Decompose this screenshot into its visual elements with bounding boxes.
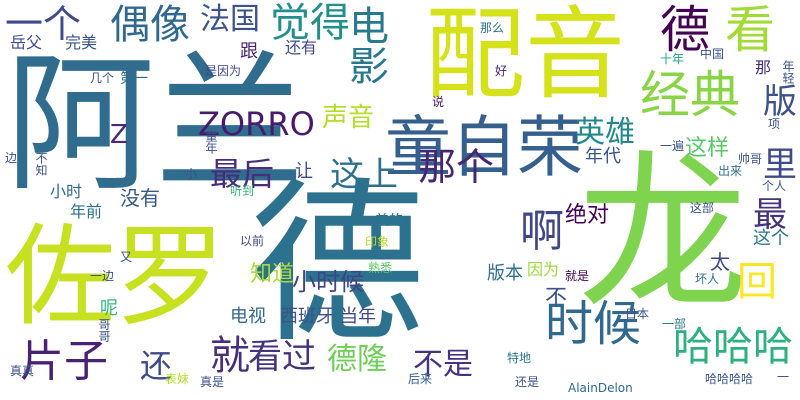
word-xibanya: 西班牙 [280,306,334,327]
word-huairen: 坏人 [695,272,720,286]
word-shiyinwei: 是因为 [205,64,242,78]
word-rang: 让 [295,161,313,182]
word-bu: 不 [545,286,568,311]
word-buzhi: 不知 [34,152,48,176]
word-nage: 那个 [418,145,495,189]
word-kan: 看 [725,1,775,59]
word-yingxiong: 英雄 [575,115,635,150]
word-juede: 觉得 [270,0,350,46]
word-yiqian: 以前 [240,234,265,248]
word-houlai: 后来 [408,372,433,386]
word-zhenshi: 真是 [200,375,225,389]
word-yuefu: 岳父 [10,33,43,52]
word-yinwei: 因为 [527,260,560,279]
word-delong: 德隆 [327,342,387,377]
word-z: Z [110,120,128,150]
word-ouxiang: 偶像 [110,2,190,48]
word-jueduei: 绝对 [565,203,610,228]
word-zuihou: 最后 [210,155,275,193]
word-yibian: 一遍 [660,139,685,153]
word-zhidao: 知道 [250,262,295,287]
word-zui: 最 [753,195,787,235]
word-zhege: 这个 [753,228,789,249]
word-haishi: 还是 [515,375,540,389]
word-tongzirong: 童自荣 [385,109,583,186]
word-biaomei: 表妹 [165,372,190,386]
word-jingdian: 经典 [640,66,740,124]
word-yibu: 一部 [662,317,687,331]
word-zheshang: 这上 [330,155,398,195]
word-zheyang: 这样 [685,136,730,161]
word-long: 龙 [578,136,749,334]
word-diyi: 第一 [120,71,148,87]
word-de-small: 德 [660,1,710,59]
word-ne: 呢 [100,298,118,319]
word-shuxi: 熟悉 [368,261,393,275]
word-zorro: ZORRO [198,105,315,143]
word-bian: 边 [5,151,18,165]
word-hui: 回 [737,259,777,305]
word-tingdao: 听到 [230,184,255,198]
word-hai: 还 [140,347,173,385]
word-a: 啊 [520,206,564,257]
word-zhenzhen: 真真 [10,364,35,378]
word-shinian: 十年 [660,52,685,66]
word-zhongguo: 中国 [700,47,725,61]
word-meide: 美的 [375,213,403,229]
word-wanmei: 完美 [65,33,98,52]
word-banben: 版本 [487,263,523,284]
word-shihou: 时候 [545,296,642,352]
word-jiushi: 就是 [565,269,590,283]
word-geren: 个人 [762,179,787,193]
word-shuaige: 帅哥 [738,152,763,166]
word-dianshi: 电视 [230,306,266,327]
word-xiaoshi: 小时 [50,182,83,201]
word-hahahaha: 哈哈哈哈 [705,372,754,386]
word-yinxiang: 印象 [365,235,390,249]
word-yige: 一个 [5,2,82,46]
word-li: 里 [763,145,797,185]
word-yi: 一 [777,370,790,384]
word-meiyou: 没有 [120,186,160,210]
word-chulai: 出来 [718,164,743,178]
word-tedi: 特地 [507,351,532,365]
word-riben: 日本 [625,307,650,321]
word-nianqian: 年前 [70,202,103,221]
word-bushi: 不是 [413,347,473,382]
word-gen: 跟 [240,41,258,62]
word-faguo: 法国 [200,2,260,37]
word-jiu: 就 [210,333,250,379]
word-pianzi: 片子 [20,336,108,387]
word-na: 那 [755,58,772,77]
word-name: 那么 [480,21,505,35]
word-dangnian: 当年 [340,306,376,327]
word-peiyin: 配音 [425,0,625,113]
word-shuo: 说 [432,95,445,109]
word-alaindelon: AlainDelon [568,381,633,395]
word-hao: 好 [495,64,508,78]
word-ban: 版 [763,82,797,122]
word-xiang: 项 [768,117,781,131]
word-hahaha: 哈哈哈 [673,324,793,370]
word-haiyou: 还有 [285,38,318,57]
word-de-large: 德 [250,164,425,367]
word-xiaoshihou: 小时候 [292,268,364,296]
word-dianying: 电影 [342,5,388,85]
word-nianqing: 年轻 [781,60,795,84]
word-zhebu: 这部 [690,201,715,215]
word-yibian2: 一边 [90,269,115,283]
word-tongnian: 童年 [204,130,218,154]
word-gege: 哥哥 [97,318,111,342]
word-tai: 太 [710,250,730,274]
word-shengyin: 声音 [322,103,375,133]
word-niandai: 年代 [585,146,621,167]
word-you: 又 [120,250,133,264]
word-xiao: 小 [185,167,198,181]
word-jige: 几个 [90,71,115,85]
word-zuoluo: 佐罗 [5,213,225,341]
word-alan: 阿兰 [5,38,306,212]
word-kanguo: 看过 [248,337,316,377]
